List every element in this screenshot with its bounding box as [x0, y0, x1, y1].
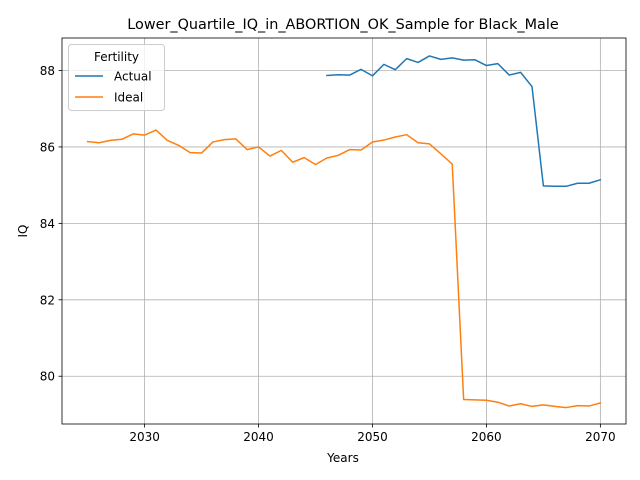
- x-tick-label: 2030: [129, 430, 160, 444]
- plot-area: [86, 55, 602, 409]
- chart-title: Lower_Quartile_IQ_in_ABORTION_OK_Sample …: [127, 17, 559, 33]
- x-tick-label: 2040: [243, 430, 274, 444]
- y-tick-label: 84: [40, 217, 55, 231]
- axes-frame: [61, 37, 627, 425]
- x-tick-label: 2050: [357, 430, 388, 444]
- gridlines: [62, 38, 626, 424]
- legend-title: Fertility: [94, 50, 139, 64]
- y-tick-label: 82: [40, 293, 55, 307]
- y-tick-label: 80: [40, 370, 55, 384]
- legend-box: [68, 44, 165, 111]
- series-line-actual: [326, 55, 602, 188]
- axis-ticks: 2030 2040 2050 2060 2070 80 82 84 86 88: [40, 64, 616, 444]
- y-tick-label: 86: [40, 140, 55, 154]
- series-line-ideal: [86, 129, 602, 409]
- y-tick-label: 88: [40, 64, 55, 78]
- x-axis-label: Years: [326, 451, 359, 465]
- legend-label-ideal: Ideal: [114, 91, 143, 105]
- x-tick-label: 2070: [585, 430, 616, 444]
- legend: Fertility Actual Ideal: [68, 44, 165, 111]
- legend-label-actual: Actual: [114, 70, 152, 84]
- x-tick-label: 2060: [471, 430, 502, 444]
- y-axis-label: IQ: [16, 225, 30, 238]
